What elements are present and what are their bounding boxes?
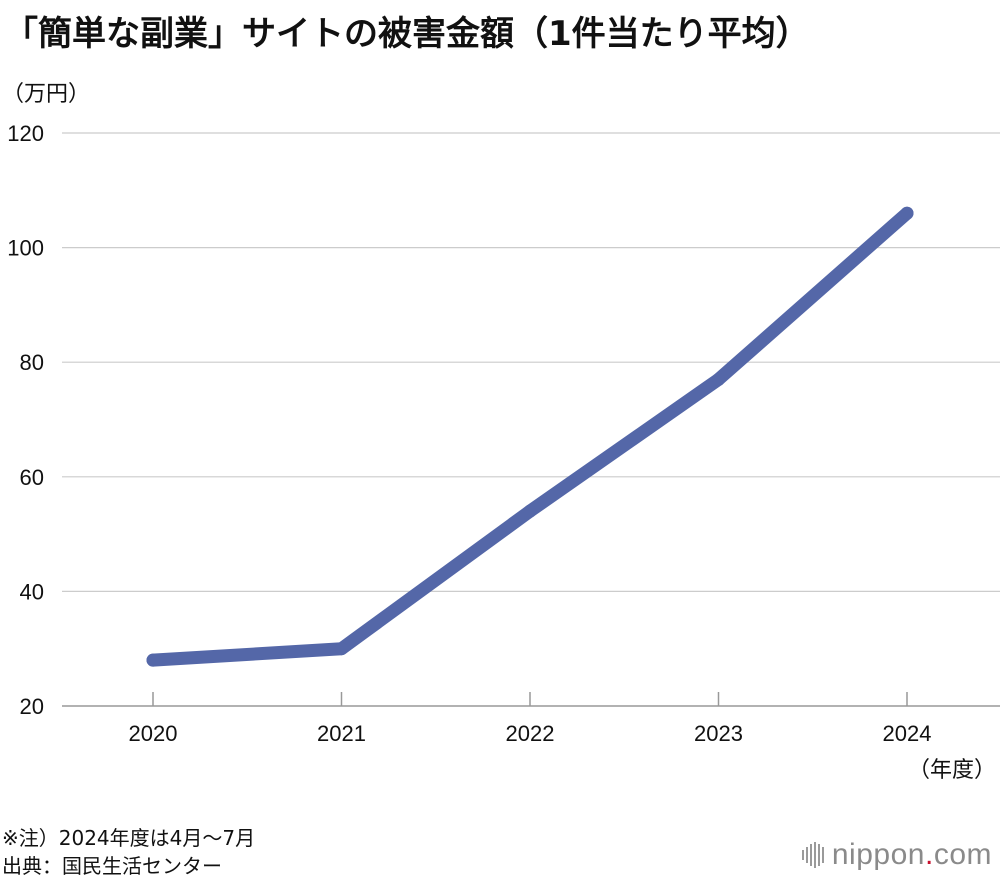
x-tick-label: 2024: [883, 721, 932, 746]
y-tick-label: 120: [7, 121, 44, 146]
brand-wordmark: nippon.com: [832, 838, 992, 872]
y-tick-label: 60: [20, 465, 44, 490]
brand-tld: com: [933, 838, 992, 871]
y-axis-unit: （万円）: [2, 82, 91, 107]
data-point: [523, 504, 537, 518]
brand-dot: .: [924, 838, 934, 871]
data-point: [900, 206, 914, 220]
source-note: 出典：国民生活センター: [2, 854, 222, 878]
x-axis-unit: （年度）: [907, 758, 996, 783]
brand-name: nippon: [831, 838, 925, 871]
y-tick-label: 40: [20, 579, 44, 604]
brand-logo: nippon.com: [801, 838, 992, 872]
x-ticks: 2020 2021 2022 2023 2024: [129, 692, 932, 746]
chart-title: 「簡単な副業」サイトの被害金額（1件当たり平均）: [4, 14, 810, 54]
gridlines: [62, 132, 1000, 707]
x-tick-label: 2022: [506, 721, 555, 746]
x-tick-label: 2020: [129, 721, 178, 746]
brand-bars-icon: [801, 842, 824, 868]
x-tick-label: 2021: [317, 721, 366, 746]
y-tick-labels: 20 40 60 80 100 120: [7, 121, 44, 719]
series-group: [146, 206, 914, 667]
x-tick-label: 2023: [694, 721, 743, 746]
data-point: [335, 642, 348, 656]
y-tick-label: 100: [7, 236, 44, 261]
data-point: [146, 653, 160, 667]
footnote: ※注）2024年度は4月～7月: [2, 826, 256, 850]
data-point: [712, 372, 725, 386]
y-tick-label: 80: [20, 350, 44, 375]
series-line: [146, 206, 914, 667]
y-tick-label: 20: [20, 694, 44, 719]
line-chart: 20 40 60 80 100 120 2020 2021 2022 2023 2024: [7, 121, 1000, 746]
